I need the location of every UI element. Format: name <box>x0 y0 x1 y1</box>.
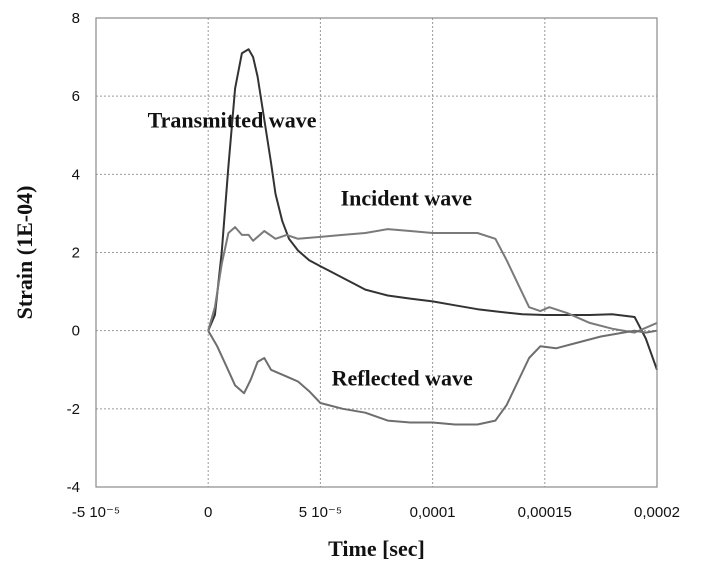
x-tick-label: 5 10⁻⁵ <box>299 504 342 521</box>
y-tick-label: 8 <box>72 10 80 27</box>
x-tick-label: 0,0001 <box>410 504 456 521</box>
plot-frame <box>95 17 658 488</box>
x-axis-title: Time [sec] <box>328 536 425 561</box>
annotations: Transmitted wave Incident wave Reflected w… <box>148 107 473 390</box>
y-axis-title: Strain (1E-04) <box>12 186 37 320</box>
y-tick-label: 2 <box>72 245 80 262</box>
x-tick-label: 0,0002 <box>634 504 680 521</box>
y-tick-label: -2 <box>67 401 80 418</box>
x-tick-label: 0,00015 <box>518 504 572 521</box>
reflected-wave-label: Reflected wave <box>332 365 473 390</box>
reflected-wave-line <box>207 329 658 426</box>
series-layer <box>207 48 658 426</box>
incident-wave-line <box>207 226 658 334</box>
transmitted-wave-line <box>207 48 658 371</box>
y-tick-label: 0 <box>72 323 80 340</box>
y-tick-labels: -4 -2 0 2 4 6 8 <box>67 10 80 496</box>
x-tick-label: 0 <box>204 504 212 521</box>
transmitted-wave-label: Transmitted wave <box>148 107 317 132</box>
x-tick-labels: -5 10⁻⁵ 0 5 10⁻⁵ 0,0001 0,00015 0,0002 <box>72 504 680 521</box>
y-tick-label: 6 <box>72 88 80 105</box>
y-tick-label: 4 <box>72 166 80 183</box>
incident-wave-label: Incident wave <box>341 186 473 211</box>
x-tick-label: -5 10⁻⁵ <box>72 504 120 521</box>
y-tick-label: -4 <box>67 479 80 496</box>
